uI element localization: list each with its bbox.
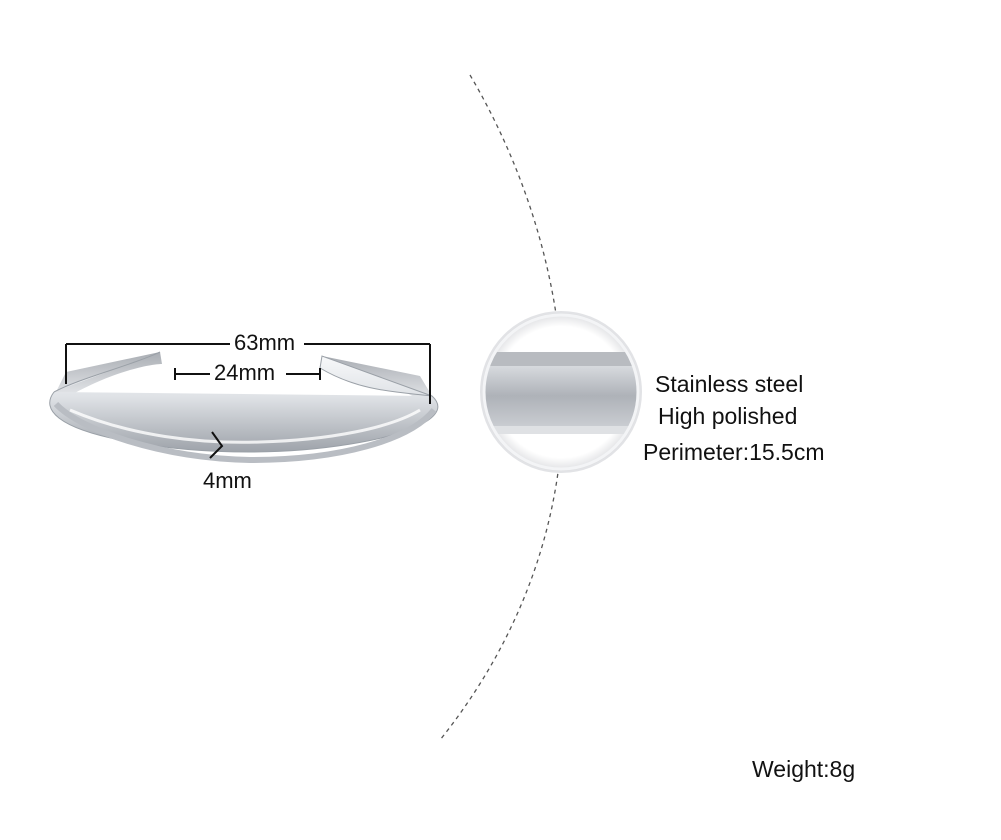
zoom-detail — [480, 311, 642, 473]
bracelet-band-shine — [69, 408, 421, 444]
zoom-band-top-edge — [484, 352, 638, 366]
dimension-4mm-marker — [209, 431, 224, 459]
bracelet-image — [49, 351, 439, 464]
dimension-lines — [65, 343, 431, 459]
spec-perimeter: Perimeter:15.5cm — [643, 439, 825, 465]
dimension-label-outer-width: 63mm — [232, 330, 298, 355]
zoom-band-surface — [484, 366, 638, 426]
zoom-band-bottom-edge — [484, 426, 638, 434]
spec-finish: High polished — [658, 403, 798, 429]
dimension-label-opening-width: 24mm — [212, 360, 278, 385]
spec-weight: Weight:8g — [752, 756, 856, 782]
bracelet-inner-surface — [56, 352, 162, 398]
zoom-circle-border — [482, 313, 640, 471]
bracelet-band-lower-edge — [53, 401, 437, 464]
separator-dashed-arc — [439, 74, 564, 741]
spec-material: Stainless steel — [655, 371, 804, 397]
dimension-label-band-width: 4mm — [203, 468, 252, 493]
